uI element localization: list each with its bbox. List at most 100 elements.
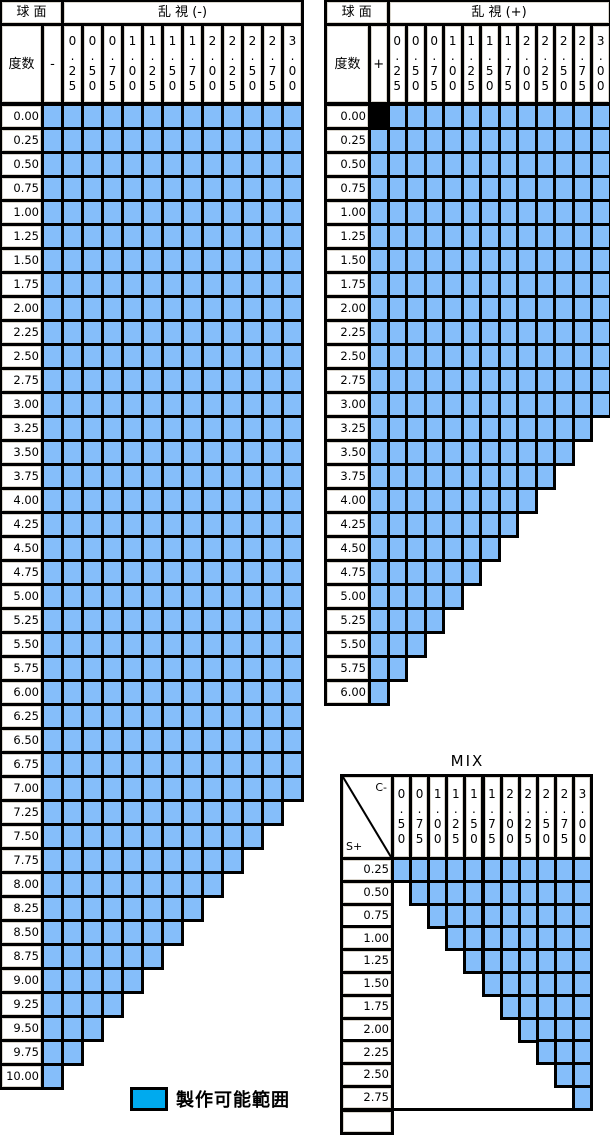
cyl-plus-row-label: 5.00 <box>327 586 368 607</box>
grid-cell <box>484 860 500 880</box>
grid-cell <box>64 322 81 343</box>
grid-cell <box>104 826 121 847</box>
grid-cell <box>144 130 161 151</box>
grid-cell <box>556 298 572 319</box>
grid-cell <box>44 634 61 655</box>
grid-cell <box>264 442 281 463</box>
grid-cell <box>537 274 553 295</box>
grid-cell <box>244 634 261 655</box>
cyl-minus-row-label: 7.25 <box>2 802 41 823</box>
grid-cell <box>224 130 241 151</box>
grid-cell <box>500 490 516 511</box>
mix-row-label: 1.25 <box>343 951 391 972</box>
grid-cell <box>44 298 61 319</box>
grid-cell <box>224 154 241 175</box>
grid-cell <box>244 250 261 271</box>
grid-cell <box>284 178 301 199</box>
grid-cell <box>224 682 241 703</box>
cyl-minus-row-label: 5.75 <box>2 658 41 679</box>
grid-cell <box>244 778 261 799</box>
grid-cell <box>538 1019 554 1040</box>
grid-cell <box>144 466 161 487</box>
grid-cell <box>426 370 442 391</box>
grid-cell <box>144 874 161 895</box>
grid-cell <box>371 562 387 583</box>
grid-cell <box>44 874 61 895</box>
grid-cell <box>284 418 301 439</box>
grid-cell <box>426 130 442 151</box>
grid-cell <box>104 634 121 655</box>
grid-cell <box>445 178 461 199</box>
grid-cell <box>500 346 516 367</box>
grid-cell <box>445 322 461 343</box>
grid-cell <box>284 754 301 775</box>
mix-row-label: 2.50 <box>343 1065 391 1086</box>
grid-cell <box>244 418 261 439</box>
grid-cell <box>64 370 81 391</box>
grid-cell <box>64 538 81 559</box>
grid-cell <box>44 922 61 943</box>
grid-cell <box>264 418 281 439</box>
grid-cell <box>556 1042 572 1063</box>
grid-cell <box>164 610 181 631</box>
cyl-plus-row-label: 1.25 <box>327 226 368 247</box>
grid-cell <box>445 538 461 559</box>
grid-cell <box>371 466 387 487</box>
grid-cell <box>104 706 121 727</box>
legend: 製作可能範囲 <box>130 1086 290 1112</box>
grid-cell <box>64 922 81 943</box>
grid-cell <box>204 178 221 199</box>
grid-cell <box>144 178 161 199</box>
mix-row-label: 0.75 <box>343 905 391 926</box>
grid-cell <box>556 928 572 949</box>
grid-cell <box>575 974 590 994</box>
grid-cell <box>184 706 201 727</box>
grid-cell <box>44 466 61 487</box>
grid-cell <box>430 860 446 880</box>
grid-cell <box>104 442 121 463</box>
grid-cell <box>371 634 387 655</box>
grid-cell <box>184 226 201 247</box>
cyl-minus-row-label: 2.00 <box>2 298 41 319</box>
grid-cell <box>224 106 241 127</box>
cyl-minus-row-label: 3.00 <box>2 394 41 415</box>
grid-cell <box>64 586 81 607</box>
grid-cell <box>184 274 201 295</box>
grid-cell <box>502 860 518 880</box>
grid-cell <box>412 860 428 880</box>
grid-cell <box>224 202 241 223</box>
grid-cell <box>164 730 181 751</box>
grid-cell <box>164 346 181 367</box>
grid-cell <box>164 826 181 847</box>
grid-cell <box>537 394 553 415</box>
grid-cell <box>244 562 261 583</box>
grid-cell <box>244 610 261 631</box>
cyl-plus-sphere-header: 球 面 <box>327 2 387 23</box>
mix-row-label: 2.75 <box>343 1088 391 1108</box>
grid-cell <box>519 418 535 439</box>
grid-cell <box>463 322 479 343</box>
grid-cell <box>445 298 461 319</box>
grid-cell <box>445 466 461 487</box>
grid-cell <box>184 322 201 343</box>
grid-cell <box>64 850 81 871</box>
grid-cell <box>144 514 161 535</box>
grid-cell <box>84 226 101 247</box>
grid-cell <box>164 418 181 439</box>
grid-cell <box>445 154 461 175</box>
grid-cell <box>184 202 201 223</box>
grid-cell <box>44 1066 61 1087</box>
grid-cell <box>84 706 101 727</box>
grid-cell <box>64 514 81 535</box>
grid-cell <box>84 1018 101 1039</box>
grid-cell <box>593 394 609 415</box>
grid-cell <box>426 178 442 199</box>
grid-cell <box>264 802 281 823</box>
mix-row-label: 1.00 <box>343 928 391 949</box>
grid-cell <box>284 538 301 559</box>
grid-cell <box>463 538 479 559</box>
